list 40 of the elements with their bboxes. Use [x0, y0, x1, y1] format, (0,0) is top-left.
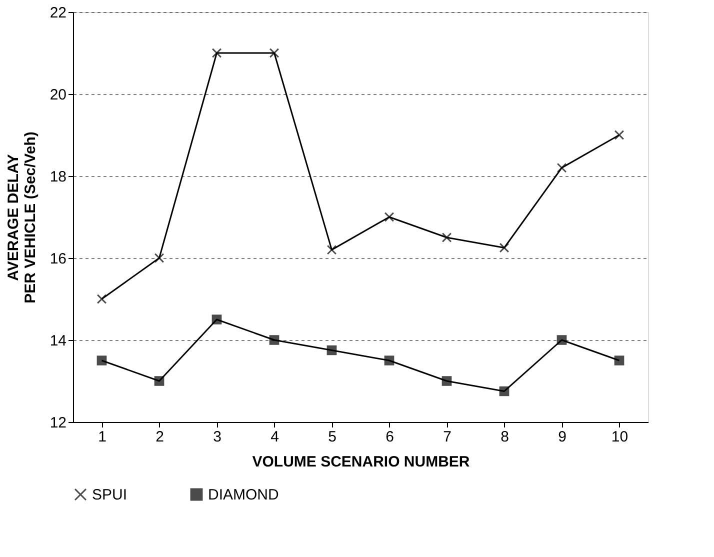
x-tick-label: 4: [270, 428, 279, 446]
point: [442, 232, 452, 242]
y-tick-label: 22: [50, 4, 66, 22]
point: [556, 335, 567, 345]
point: [326, 345, 337, 356]
x-tick-label: 2: [156, 428, 164, 446]
x-tick-label: 6: [386, 428, 394, 446]
point: [614, 356, 624, 366]
x-tick-label: 1: [98, 428, 106, 446]
legend-label: SPUI: [92, 486, 128, 504]
x-tick-label: 5: [328, 428, 336, 446]
point: [326, 244, 337, 255]
point: [269, 335, 280, 345]
x-tick-label: 9: [558, 428, 566, 446]
x-axis-title: VOLUME SCENARIO NUMBER: [252, 454, 470, 470]
point: [154, 253, 164, 263]
point: [212, 314, 222, 324]
point: [384, 356, 394, 366]
x-tick-label: 10: [611, 428, 628, 446]
y-axis-title: AVERAGE DELAY PER VEHICLE (Sec/Veh): [4, 132, 39, 304]
point: [499, 386, 510, 396]
point: [499, 242, 510, 253]
point: [614, 130, 624, 140]
x-tick-label: 7: [443, 428, 452, 446]
y-tick-label: 18: [50, 168, 66, 186]
legend-label: DIAMOND: [208, 486, 279, 504]
point: [212, 48, 222, 58]
y-tick-label: 14: [50, 332, 66, 350]
y-tick-label: 12: [50, 414, 66, 432]
x-tick-label: 3: [213, 428, 222, 446]
point: [556, 162, 567, 173]
y-tick-label: 16: [50, 250, 66, 268]
point: [96, 294, 107, 304]
x-tick-label: 8: [500, 428, 509, 446]
point: [384, 212, 394, 222]
point: [442, 376, 452, 386]
point: [269, 48, 280, 58]
y-tick-label: 20: [50, 86, 66, 104]
point: [154, 376, 164, 386]
point: [96, 356, 107, 366]
